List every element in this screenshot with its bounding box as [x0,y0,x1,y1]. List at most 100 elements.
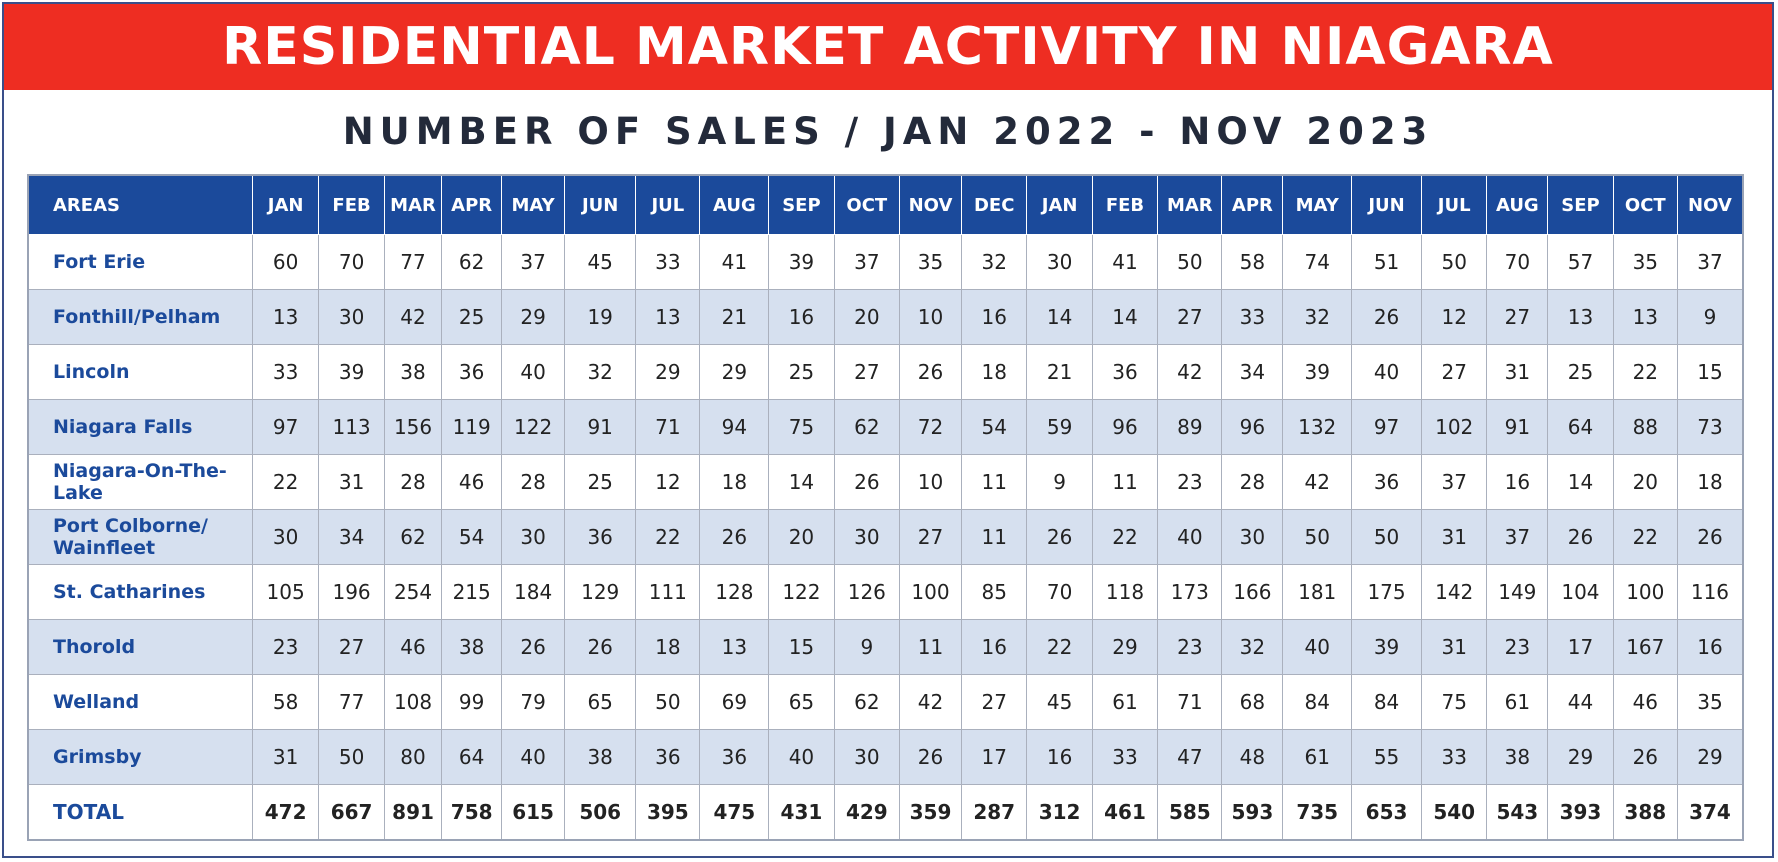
sales-cell: 16 [1676,619,1744,675]
table-row: Port Colborne/ Wainfleet 30 34 62 54 30 36 22 26… [27,509,1744,565]
table-row: Niagara-On-The-Lake 22 31 28 46 28 25 12 18 14 26 1… [27,454,1744,510]
sales-cell: 77 [383,234,443,290]
sales-cell: 33 [1221,289,1284,345]
sales-cell: 25 [564,454,637,510]
sales-cell: 50 [1351,509,1422,565]
sales-cell: 39 [318,344,385,400]
sales-cell: 33 [1420,729,1488,785]
sales-cell: 33 [635,234,701,290]
month-header: NOV [1676,174,1744,235]
sales-cell: 70 [1486,234,1549,290]
sales-cell: 94 [699,399,770,455]
total-cell: 393 [1547,784,1614,841]
sales-cell: 62 [441,234,503,290]
area-label: Welland [27,674,253,730]
sales-cell: 75 [1420,674,1488,730]
sales-cell: 54 [441,509,503,565]
sales-cell: 27 [899,509,963,565]
area-label: St. Catharines [27,564,253,620]
sales-cell: 40 [1157,509,1223,565]
month-header: JAN [251,174,320,235]
sales-cell: 26 [1547,509,1614,565]
sales-cell: 17 [1547,619,1614,675]
sales-cell: 62 [833,399,901,455]
month-header: JUN [1351,174,1422,235]
sales-cell: 25 [768,344,835,400]
sales-cell: 100 [899,564,963,620]
sales-cell: 34 [1221,344,1284,400]
month-header: APR [441,174,503,235]
sales-cell: 34 [318,509,385,565]
sales-cell: 38 [564,729,637,785]
sales-cell: 70 [1026,564,1093,620]
total-cell: 475 [699,784,770,841]
month-header: MAY [1282,174,1353,235]
sales-cell: 21 [1026,344,1093,400]
sales-cell: 37 [501,234,566,290]
month-header: MAY [501,174,566,235]
sales-cell: 39 [1282,344,1353,400]
sales-cell: 167 [1612,619,1678,675]
sales-cell: 22 [1091,509,1159,565]
sales-cell: 29 [1091,619,1159,675]
sales-cell: 184 [501,564,566,620]
sales-cell: 196 [318,564,385,620]
sales-cell: 58 [1221,234,1284,290]
sales-cell: 20 [768,509,835,565]
sales-cell: 40 [501,344,566,400]
month-header: OCT [833,174,901,235]
sales-cell: 65 [564,674,637,730]
sales-cell: 16 [961,619,1028,675]
total-cell: 585 [1157,784,1223,841]
sales-cell: 122 [768,564,835,620]
sales-cell: 13 [251,289,320,345]
sales-cell: 27 [318,619,385,675]
sales-cell: 37 [833,234,901,290]
sales-cell: 75 [768,399,835,455]
sales-cell: 14 [1026,289,1093,345]
table-row: Niagara Falls 97 113 156 119 122 91 71 94 75 62 72 5… [27,399,1744,455]
sales-cell: 42 [383,289,443,345]
sales-cell: 57 [1547,234,1614,290]
sales-cell: 29 [1547,729,1614,785]
total-cell: 374 [1676,784,1744,841]
sales-cell: 25 [441,289,503,345]
sales-cell: 18 [699,454,770,510]
sales-cell: 97 [251,399,320,455]
sales-cell: 84 [1351,674,1422,730]
sales-cell: 58 [251,674,320,730]
sales-cell: 18 [635,619,701,675]
sales-cell: 33 [251,344,320,400]
total-cell: 891 [383,784,443,841]
sales-cell: 26 [833,454,901,510]
sales-cell: 118 [1091,564,1159,620]
sales-cell: 91 [564,399,637,455]
sales-cell: 14 [768,454,835,510]
sales-cell: 37 [1486,509,1549,565]
sales-cell: 28 [1221,454,1284,510]
sales-cell: 20 [833,289,901,345]
sales-cell: 13 [635,289,701,345]
sales-cell: 69 [699,674,770,730]
sales-cell: 35 [899,234,963,290]
sales-cell: 61 [1486,674,1549,730]
sales-cell: 30 [318,289,385,345]
total-cell: 287 [961,784,1028,841]
sales-cell: 60 [251,234,320,290]
sales-cell: 13 [1547,289,1614,345]
sales-cell: 36 [635,729,701,785]
sales-cell: 25 [1547,344,1614,400]
sales-cell: 27 [961,674,1028,730]
sales-cell: 10 [899,289,963,345]
sales-cell: 122 [501,399,566,455]
sales-cell: 29 [699,344,770,400]
sales-cell: 42 [1282,454,1353,510]
total-row: TOTAL 472 667 891 758 615 506 395 475 431 429 359 28… [27,784,1744,841]
sales-cell: 36 [564,509,637,565]
sales-cell: 102 [1420,399,1488,455]
month-header: FEB [318,174,385,235]
sales-cell: 21 [699,289,770,345]
sales-cell: 31 [1420,509,1488,565]
sales-cell: 30 [1221,509,1284,565]
month-header: MAR [383,174,443,235]
